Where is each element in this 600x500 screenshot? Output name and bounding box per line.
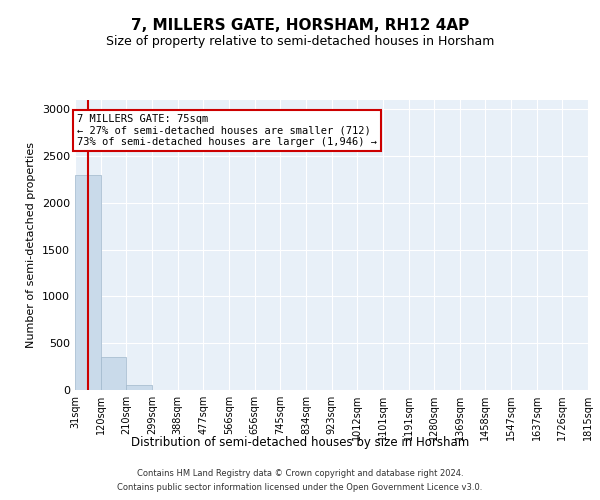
Y-axis label: Number of semi-detached properties: Number of semi-detached properties [26,142,37,348]
Bar [101,358,127,390]
Text: 7, MILLERS GATE, HORSHAM, RH12 4AP: 7, MILLERS GATE, HORSHAM, RH12 4AP [131,18,469,32]
Bar [127,386,152,390]
Text: 7 MILLERS GATE: 75sqm
← 27% of semi-detached houses are smaller (712)
73% of sem: 7 MILLERS GATE: 75sqm ← 27% of semi-deta… [77,114,377,147]
Bar [75,175,101,390]
Text: Contains HM Land Registry data © Crown copyright and database right 2024.: Contains HM Land Registry data © Crown c… [137,470,463,478]
Text: Contains public sector information licensed under the Open Government Licence v3: Contains public sector information licen… [118,483,482,492]
Text: Distribution of semi-detached houses by size in Horsham: Distribution of semi-detached houses by … [131,436,469,449]
Text: Size of property relative to semi-detached houses in Horsham: Size of property relative to semi-detach… [106,35,494,48]
